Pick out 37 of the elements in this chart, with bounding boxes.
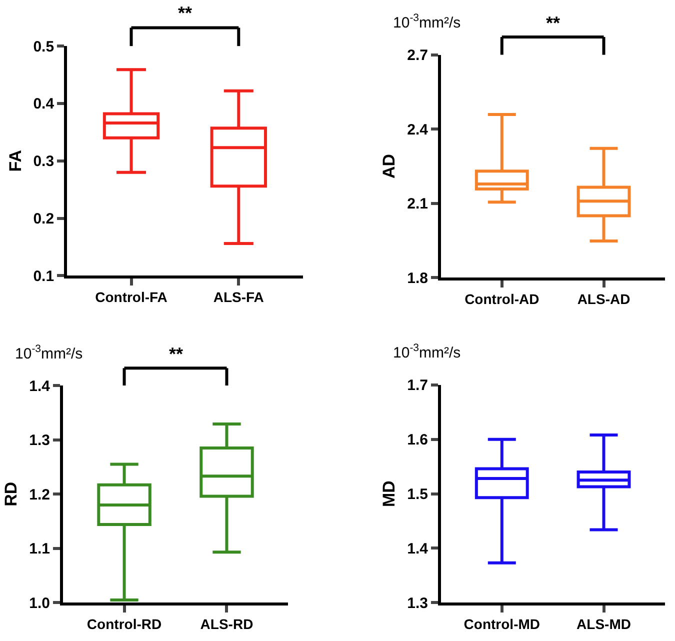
y-tick-label: 0.4	[33, 96, 55, 113]
y-tick-label: 2.1	[407, 196, 428, 213]
text: **	[178, 3, 192, 23]
x-tick-label: Control-FA	[95, 289, 168, 306]
y-axis-title: FA	[6, 150, 25, 172]
text: **	[169, 344, 184, 364]
y-tick-label: 1.0	[29, 594, 50, 612]
y-tick-label: 1.8	[407, 270, 428, 287]
y-tick-label: 1.7	[407, 377, 428, 394]
text: **	[546, 13, 560, 33]
chart-subtitle: 10$^{-3}$mm²/s	[15, 343, 83, 362]
x-tick-label: ALS-AD	[577, 291, 630, 308]
y-tick-label: 1.5	[407, 486, 428, 504]
y-tick-label: 1.2	[29, 486, 50, 504]
y-axis-title: MD	[380, 480, 399, 508]
x-tick-label: ALS-MD	[576, 616, 631, 632]
y-tick-label: 1.4	[29, 378, 51, 395]
y-axis-title: AD	[380, 154, 399, 178]
y-tick-label: 1.1	[29, 540, 50, 558]
y-tick-label: 0.5	[33, 38, 54, 56]
y-tick-label: 1.3	[407, 594, 428, 612]
x-tick-label: Control-AD	[464, 291, 540, 308]
chart-subtitle: 10$^{-3}$mm²/s	[393, 12, 461, 32]
y-tick-label: 2.4	[407, 121, 429, 138]
chart-subtitle: 10$^{-3}$mm²/s	[393, 342, 461, 362]
x-tick-label: ALS-FA	[213, 289, 264, 306]
y-tick-label: 1.4	[407, 540, 429, 558]
y-tick-label: 0.2	[33, 210, 54, 228]
y-tick-label: 0.3	[33, 153, 54, 170]
y-axis-title: RD	[2, 482, 21, 506]
x-tick-label: ALS-RD	[200, 616, 254, 632]
x-tick-label: Control-RD	[86, 616, 162, 632]
y-tick-label: 1.3	[29, 432, 50, 450]
y-tick-label: 2.7	[407, 47, 428, 64]
x-tick-label: Control-MD	[464, 616, 540, 632]
y-tick-label: 0.1	[33, 268, 54, 285]
y-tick-label: 1.6	[407, 432, 428, 449]
